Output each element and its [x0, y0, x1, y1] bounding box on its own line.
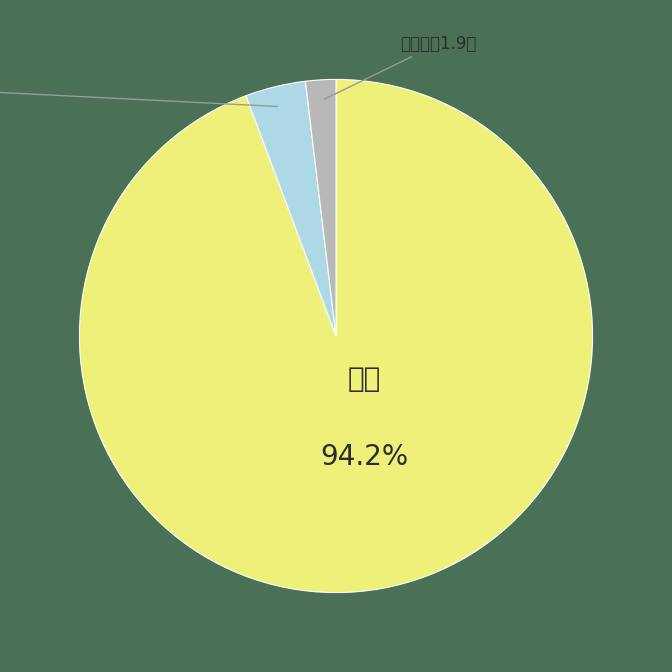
Text: いいえ　3.8％: いいえ 3.8％ [0, 77, 278, 107]
Wedge shape [246, 81, 336, 336]
Text: 無回答　1.9％: 無回答 1.9％ [325, 35, 476, 99]
Text: 94.2%: 94.2% [321, 443, 409, 471]
Text: はい: はい [348, 365, 381, 392]
Wedge shape [305, 79, 336, 336]
Wedge shape [79, 79, 593, 593]
